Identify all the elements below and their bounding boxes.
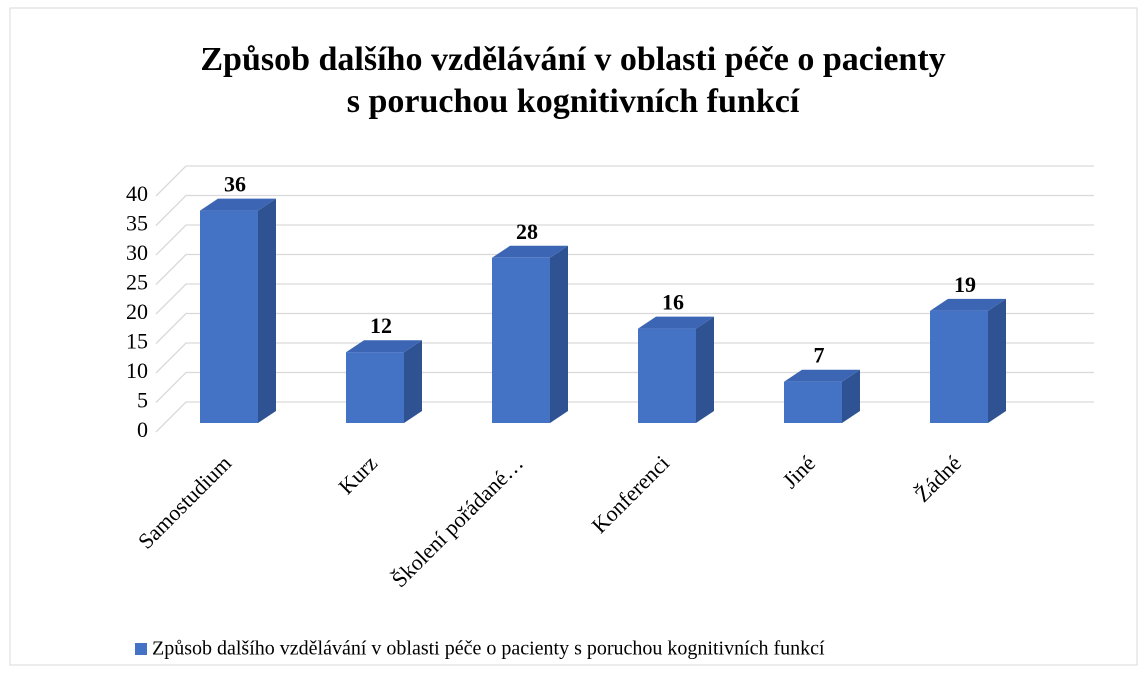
data-label: 36 (224, 172, 246, 197)
y-tick-label: 10 (126, 358, 148, 383)
chart-title: Způsob dalšího vzdělávání v oblasti péče… (200, 41, 945, 78)
y-tick-label: 20 (126, 299, 148, 324)
y-tick-label: 0 (137, 417, 148, 442)
bar (638, 328, 696, 423)
y-tick-label: 30 (126, 240, 148, 265)
bar (200, 210, 258, 423)
y-tick-label: 40 (126, 181, 148, 206)
y-tick-label: 15 (126, 329, 148, 354)
chart-title: s poruchou kognitivních funkcí (347, 83, 800, 120)
grid-line (155, 253, 1094, 285)
bar-side (258, 198, 276, 423)
bar-side (988, 298, 1006, 423)
bar (346, 352, 404, 423)
grid-line (155, 283, 1094, 315)
bar-side (550, 245, 568, 423)
y-tick-label: 35 (126, 211, 148, 236)
bar (492, 257, 550, 423)
bar-top (784, 369, 860, 382)
grid-line (155, 165, 1094, 197)
data-label: 12 (370, 313, 392, 338)
legend-swatch (135, 643, 147, 655)
bar (930, 310, 988, 423)
bar-side (842, 369, 860, 423)
bar-top (346, 340, 422, 353)
bar-top (930, 298, 1006, 311)
grid-line (155, 224, 1094, 256)
grid-line (155, 342, 1094, 374)
grid-line (155, 194, 1094, 226)
bar-top (638, 316, 714, 329)
bar (784, 381, 842, 423)
y-tick-label: 5 (137, 388, 148, 413)
bar-top (200, 198, 276, 211)
grid-line (155, 371, 1094, 403)
data-label: 19 (954, 272, 976, 297)
grid-line (155, 312, 1094, 344)
y-tick-label: 25 (126, 270, 148, 295)
data-label: 28 (516, 219, 538, 244)
data-label: 7 (814, 343, 825, 368)
bar-side (696, 316, 714, 423)
legend-label: Způsob dalšího vzdělávání v oblasti péče… (152, 638, 825, 660)
data-label: 16 (662, 290, 684, 315)
bar-top (492, 245, 568, 258)
bar-side (404, 340, 422, 423)
